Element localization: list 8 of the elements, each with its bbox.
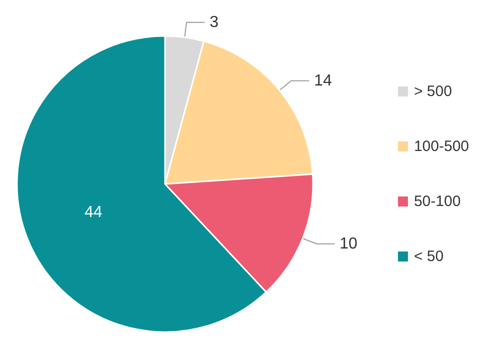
data-label: 44 — [84, 204, 102, 221]
data-label: 10 — [340, 235, 358, 252]
data-label: 14 — [314, 72, 332, 90]
legend-label: 100-500 — [414, 138, 470, 155]
data-label: 3 — [210, 14, 219, 31]
legend-label: 50-100 — [414, 193, 461, 210]
legend-label: > 500 — [414, 83, 452, 100]
legend-label: < 50 — [414, 248, 444, 265]
